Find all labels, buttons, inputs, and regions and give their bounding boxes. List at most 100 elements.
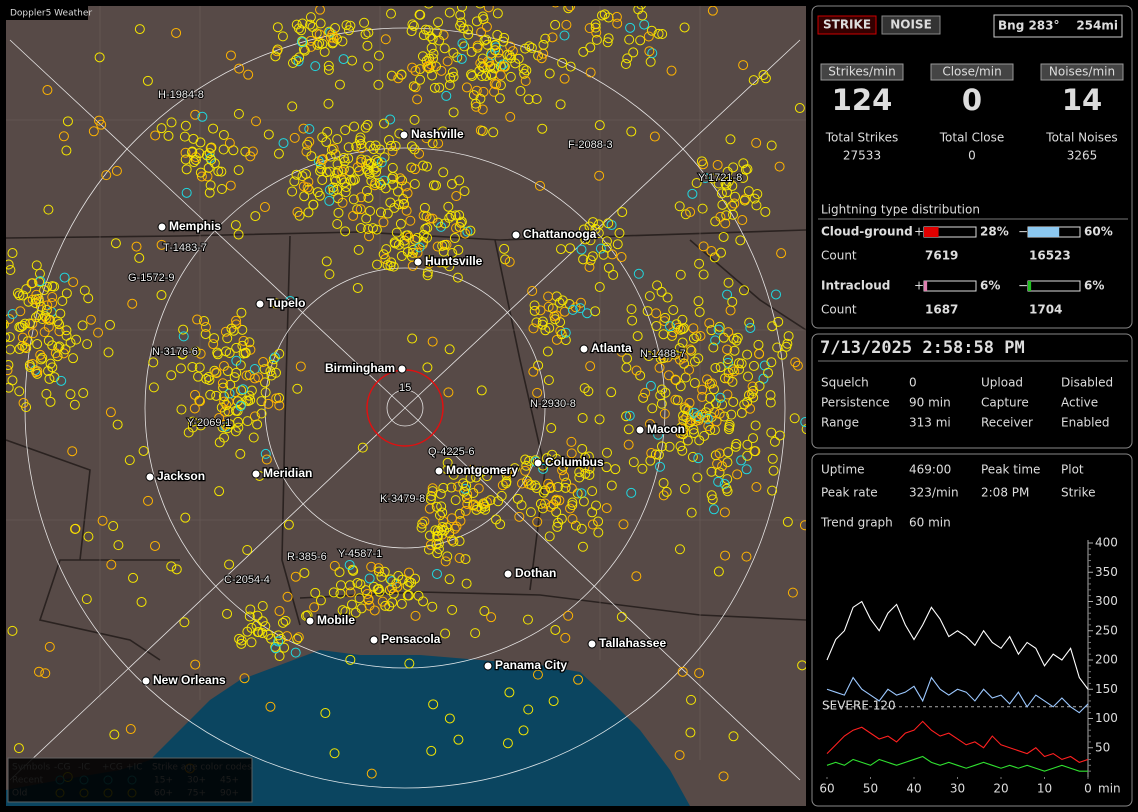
strike-symbol <box>425 539 436 550</box>
rate-button[interactable] <box>1040 63 1124 81</box>
strike-symbol <box>475 6 485 9</box>
strike-symbol <box>473 483 484 494</box>
strike-symbol <box>768 465 779 476</box>
strike-symbol <box>21 402 32 413</box>
strike-symbol <box>543 291 554 302</box>
strike-symbol <box>348 194 359 205</box>
strike-symbol <box>422 222 433 233</box>
strike-symbol <box>537 316 548 327</box>
strike-symbol <box>65 337 76 348</box>
strike-symbol <box>583 451 594 462</box>
strike-symbol <box>190 109 201 120</box>
strike-symbol <box>738 60 749 71</box>
strike-symbol <box>654 362 665 373</box>
strike-symbol <box>224 137 235 148</box>
strike-symbol <box>41 388 52 399</box>
strike-symbol <box>708 342 719 353</box>
strike-symbol <box>50 348 61 359</box>
pct-label: 6% <box>1084 279 1104 293</box>
strike-symbol <box>265 701 276 712</box>
strike-symbol <box>389 202 400 213</box>
strike-symbol <box>504 50 515 61</box>
strike-symbol <box>15 306 26 317</box>
strike-symbol <box>578 46 589 57</box>
strike-symbol <box>366 561 377 572</box>
strike-symbol <box>407 62 418 73</box>
strike-symbol <box>330 23 341 34</box>
trend-info: Peak rate <box>821 486 878 500</box>
strike-symbol <box>745 322 756 333</box>
strike-symbol <box>208 339 219 350</box>
strike-symbol <box>632 331 643 342</box>
strike-button[interactable] <box>817 15 877 35</box>
strike-symbol <box>274 400 285 411</box>
strike-symbol <box>532 669 543 680</box>
strike-symbol <box>421 161 432 172</box>
title-box <box>6 6 88 20</box>
strike-symbol <box>233 165 244 176</box>
strike-symbol <box>495 519 506 530</box>
strike-symbol <box>454 508 465 519</box>
strike-symbol <box>412 233 423 244</box>
strike-symbol <box>444 344 455 355</box>
trend-info: Uptime <box>821 463 865 477</box>
strike-symbol <box>131 241 142 252</box>
strike-symbol <box>283 519 294 530</box>
city-dot <box>141 676 151 686</box>
strike-symbol <box>601 236 612 247</box>
strike-symbol <box>478 14 489 25</box>
strike-symbol <box>399 198 410 209</box>
rate-button[interactable] <box>820 63 904 81</box>
strike-symbol <box>188 157 199 168</box>
strike-symbol <box>259 202 270 213</box>
strike-symbol <box>424 6 434 9</box>
strike-symbol <box>328 587 339 598</box>
strike-symbol <box>257 601 268 612</box>
strike-symbol <box>421 133 432 144</box>
strike-symbol <box>363 192 374 203</box>
strike-symbol <box>249 411 260 422</box>
strike-symbol <box>201 373 212 384</box>
strike-symbol <box>218 391 229 402</box>
strike-symbol <box>566 436 577 447</box>
strike-symbol <box>166 561 177 572</box>
strike-symbol <box>203 372 214 383</box>
strike-symbol <box>36 354 47 365</box>
pct-label: 28% <box>980 225 1009 239</box>
strike-symbol <box>570 302 581 313</box>
strike-symbol <box>595 243 606 254</box>
strike-symbol <box>340 226 351 237</box>
strike-symbol <box>578 224 589 235</box>
strike-symbol <box>563 610 574 621</box>
rate-button[interactable] <box>930 63 1014 81</box>
strike-symbol <box>385 260 396 271</box>
strike-symbol <box>612 239 623 250</box>
strike-symbol <box>531 317 542 328</box>
strike-symbol <box>47 298 58 309</box>
strike-symbol <box>653 28 664 39</box>
strike-symbol <box>603 12 614 23</box>
strike-symbol <box>567 304 578 315</box>
noise-button[interactable] <box>881 15 941 35</box>
strike-symbol <box>677 445 688 456</box>
strike-symbol <box>590 19 601 30</box>
strike-symbol <box>625 22 636 33</box>
storm-label: T-1483-7 <box>163 242 207 254</box>
strike-symbol <box>373 566 384 577</box>
strike-symbol <box>577 443 588 454</box>
strike-symbol <box>422 267 433 278</box>
strike-symbol <box>88 126 99 137</box>
strike-symbol <box>742 450 753 461</box>
bearing-box <box>993 14 1123 38</box>
strike-symbol <box>653 449 664 460</box>
strike-symbol <box>432 531 443 542</box>
strike-symbol <box>438 246 449 257</box>
strike-symbol <box>263 129 274 140</box>
strike-symbol <box>6 259 14 270</box>
strike-symbol <box>523 704 534 715</box>
strike-symbol <box>606 480 617 491</box>
strike-symbol <box>520 465 531 476</box>
strike-symbol <box>720 550 731 561</box>
strike-symbol <box>85 314 96 325</box>
strike-symbol <box>315 166 326 177</box>
